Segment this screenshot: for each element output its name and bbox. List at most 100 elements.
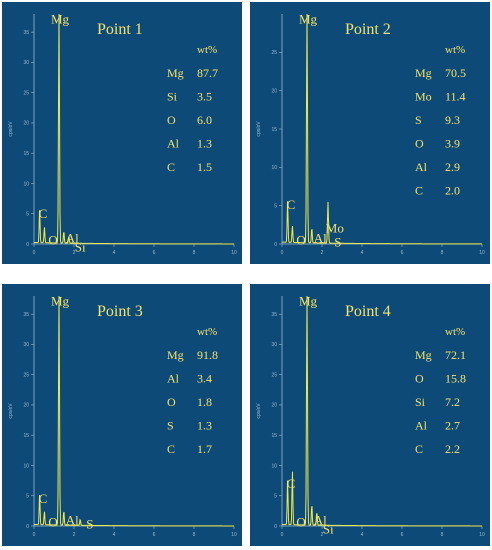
element-label: Si bbox=[415, 395, 426, 409]
chart-title: Point 1 bbox=[97, 21, 143, 38]
wt-header: wt% bbox=[197, 44, 217, 56]
element-label: Al bbox=[167, 137, 180, 151]
peak-label-s: S bbox=[86, 516, 93, 531]
x-tick-label: 6 bbox=[401, 532, 404, 538]
peak-label-c: C bbox=[39, 491, 48, 506]
x-tick-label: 2 bbox=[73, 250, 76, 256]
y-tick-label: 30 bbox=[23, 60, 29, 66]
wt-value: 3.4 bbox=[197, 372, 212, 386]
x-tick-label: 10 bbox=[479, 250, 485, 256]
y-tick-label: 25 bbox=[23, 90, 29, 96]
y-tick-label: 35 bbox=[23, 312, 29, 318]
x-tick-label: 6 bbox=[153, 250, 156, 256]
x-tick-label: 10 bbox=[231, 532, 237, 538]
wt-header: wt% bbox=[197, 326, 217, 338]
element-label: C bbox=[415, 184, 423, 198]
element-label: Mo bbox=[415, 90, 432, 104]
x-tick-label: 6 bbox=[401, 250, 404, 256]
element-label: C bbox=[167, 442, 175, 456]
x-tick-label: 0 bbox=[281, 532, 284, 538]
peak-label-mg: Mg bbox=[51, 293, 70, 308]
wt-value: 72.1 bbox=[445, 348, 466, 362]
y-tick-label: 30 bbox=[23, 342, 29, 348]
peak-label-mo: Mo bbox=[326, 220, 344, 235]
element-label: Mg bbox=[415, 348, 432, 362]
y-tick-label: 15 bbox=[271, 127, 277, 133]
element-label: C bbox=[167, 160, 175, 174]
wt-value: 2.0 bbox=[445, 184, 460, 198]
x-tick-label: 0 bbox=[33, 250, 36, 256]
y-tick-label: 15 bbox=[271, 433, 277, 439]
chart-title: Point 2 bbox=[345, 21, 391, 38]
y-tick-label: 20 bbox=[271, 403, 277, 409]
eds-panel-4: 0 5 10 15 20 25 30 35 0 2 4 6 8 10 cps/eV C O Mg Al Si Point… bbox=[250, 284, 490, 546]
wt-value: 87.7 bbox=[197, 66, 218, 80]
x-tick-label: 8 bbox=[441, 250, 444, 256]
y-tick-label: 35 bbox=[271, 312, 277, 318]
wt-value: 3.5 bbox=[197, 90, 212, 104]
wt-header: wt% bbox=[445, 326, 465, 338]
peak-label-al: Al bbox=[314, 230, 327, 245]
element-label: O bbox=[167, 113, 176, 127]
y-tick-label: 25 bbox=[271, 50, 277, 56]
chart-title: Point 3 bbox=[97, 303, 143, 320]
spectrum-line bbox=[33, 13, 234, 245]
wt-value: 70.5 bbox=[445, 66, 466, 80]
wt-value: 91.8 bbox=[197, 348, 218, 362]
y-axis-label: cps/eV bbox=[8, 403, 14, 419]
element-label: Al bbox=[415, 160, 428, 174]
x-tick-label: 8 bbox=[441, 532, 444, 538]
y-tick-label: 20 bbox=[23, 121, 29, 127]
element-label: Mg bbox=[415, 66, 432, 80]
y-tick-label: 10 bbox=[271, 463, 277, 469]
y-tick-label: 10 bbox=[23, 463, 29, 469]
y-tick-label: 5 bbox=[26, 494, 29, 500]
element-label: O bbox=[167, 395, 176, 409]
y-tick-label: 5 bbox=[274, 203, 277, 209]
x-tick-label: 10 bbox=[231, 250, 237, 256]
element-label: Si bbox=[167, 90, 178, 104]
wt-value: 11.4 bbox=[445, 90, 466, 104]
y-tick-label: 10 bbox=[23, 181, 29, 187]
y-tick-label: 20 bbox=[23, 403, 29, 409]
element-label: Al bbox=[415, 419, 428, 433]
wt-value: 15.8 bbox=[445, 372, 466, 386]
peak-label-al: Al bbox=[314, 512, 327, 527]
y-tick-label: 30 bbox=[271, 342, 277, 348]
wt-value: 1.8 bbox=[197, 395, 212, 409]
peak-label-s: S bbox=[334, 234, 341, 249]
eds-panel-1: 0 5 10 15 20 25 30 35 0 2 4 6 8 10 cps/eV C O Mg Al Si Point… bbox=[2, 2, 242, 264]
y-tick-label: 20 bbox=[271, 88, 277, 94]
y-axis-label: cps/eV bbox=[256, 403, 262, 419]
x-tick-label: 4 bbox=[113, 532, 116, 538]
y-tick-label: 0 bbox=[26, 242, 29, 248]
element-label: O bbox=[415, 137, 424, 151]
peak-label-c: C bbox=[287, 476, 296, 491]
peak-label-al: Al bbox=[66, 512, 79, 527]
wt-value: 1.3 bbox=[197, 137, 212, 151]
peak-label-c: C bbox=[287, 197, 296, 212]
element-label: Mg bbox=[167, 348, 184, 362]
wt-value: 2.7 bbox=[445, 419, 460, 433]
peak-label-si: Si bbox=[75, 239, 86, 254]
wt-value: 1.7 bbox=[197, 442, 212, 456]
y-tick-label: 10 bbox=[271, 165, 277, 171]
x-tick-label: 10 bbox=[479, 532, 485, 538]
peak-label-o: O bbox=[48, 514, 57, 529]
spectrum-line bbox=[33, 295, 234, 527]
y-tick-label: 25 bbox=[271, 372, 277, 378]
wt-value: 6.0 bbox=[197, 113, 212, 127]
wt-value: 9.3 bbox=[445, 113, 460, 127]
peak-label-o: O bbox=[296, 514, 305, 529]
wt-value: 2.2 bbox=[445, 442, 460, 456]
y-tick-label: 35 bbox=[23, 30, 29, 36]
x-tick-label: 4 bbox=[361, 250, 364, 256]
peak-label-mg: Mg bbox=[299, 11, 318, 26]
x-tick-label: 8 bbox=[193, 250, 196, 256]
y-tick-label: 0 bbox=[26, 524, 29, 530]
x-tick-label: 6 bbox=[153, 532, 156, 538]
